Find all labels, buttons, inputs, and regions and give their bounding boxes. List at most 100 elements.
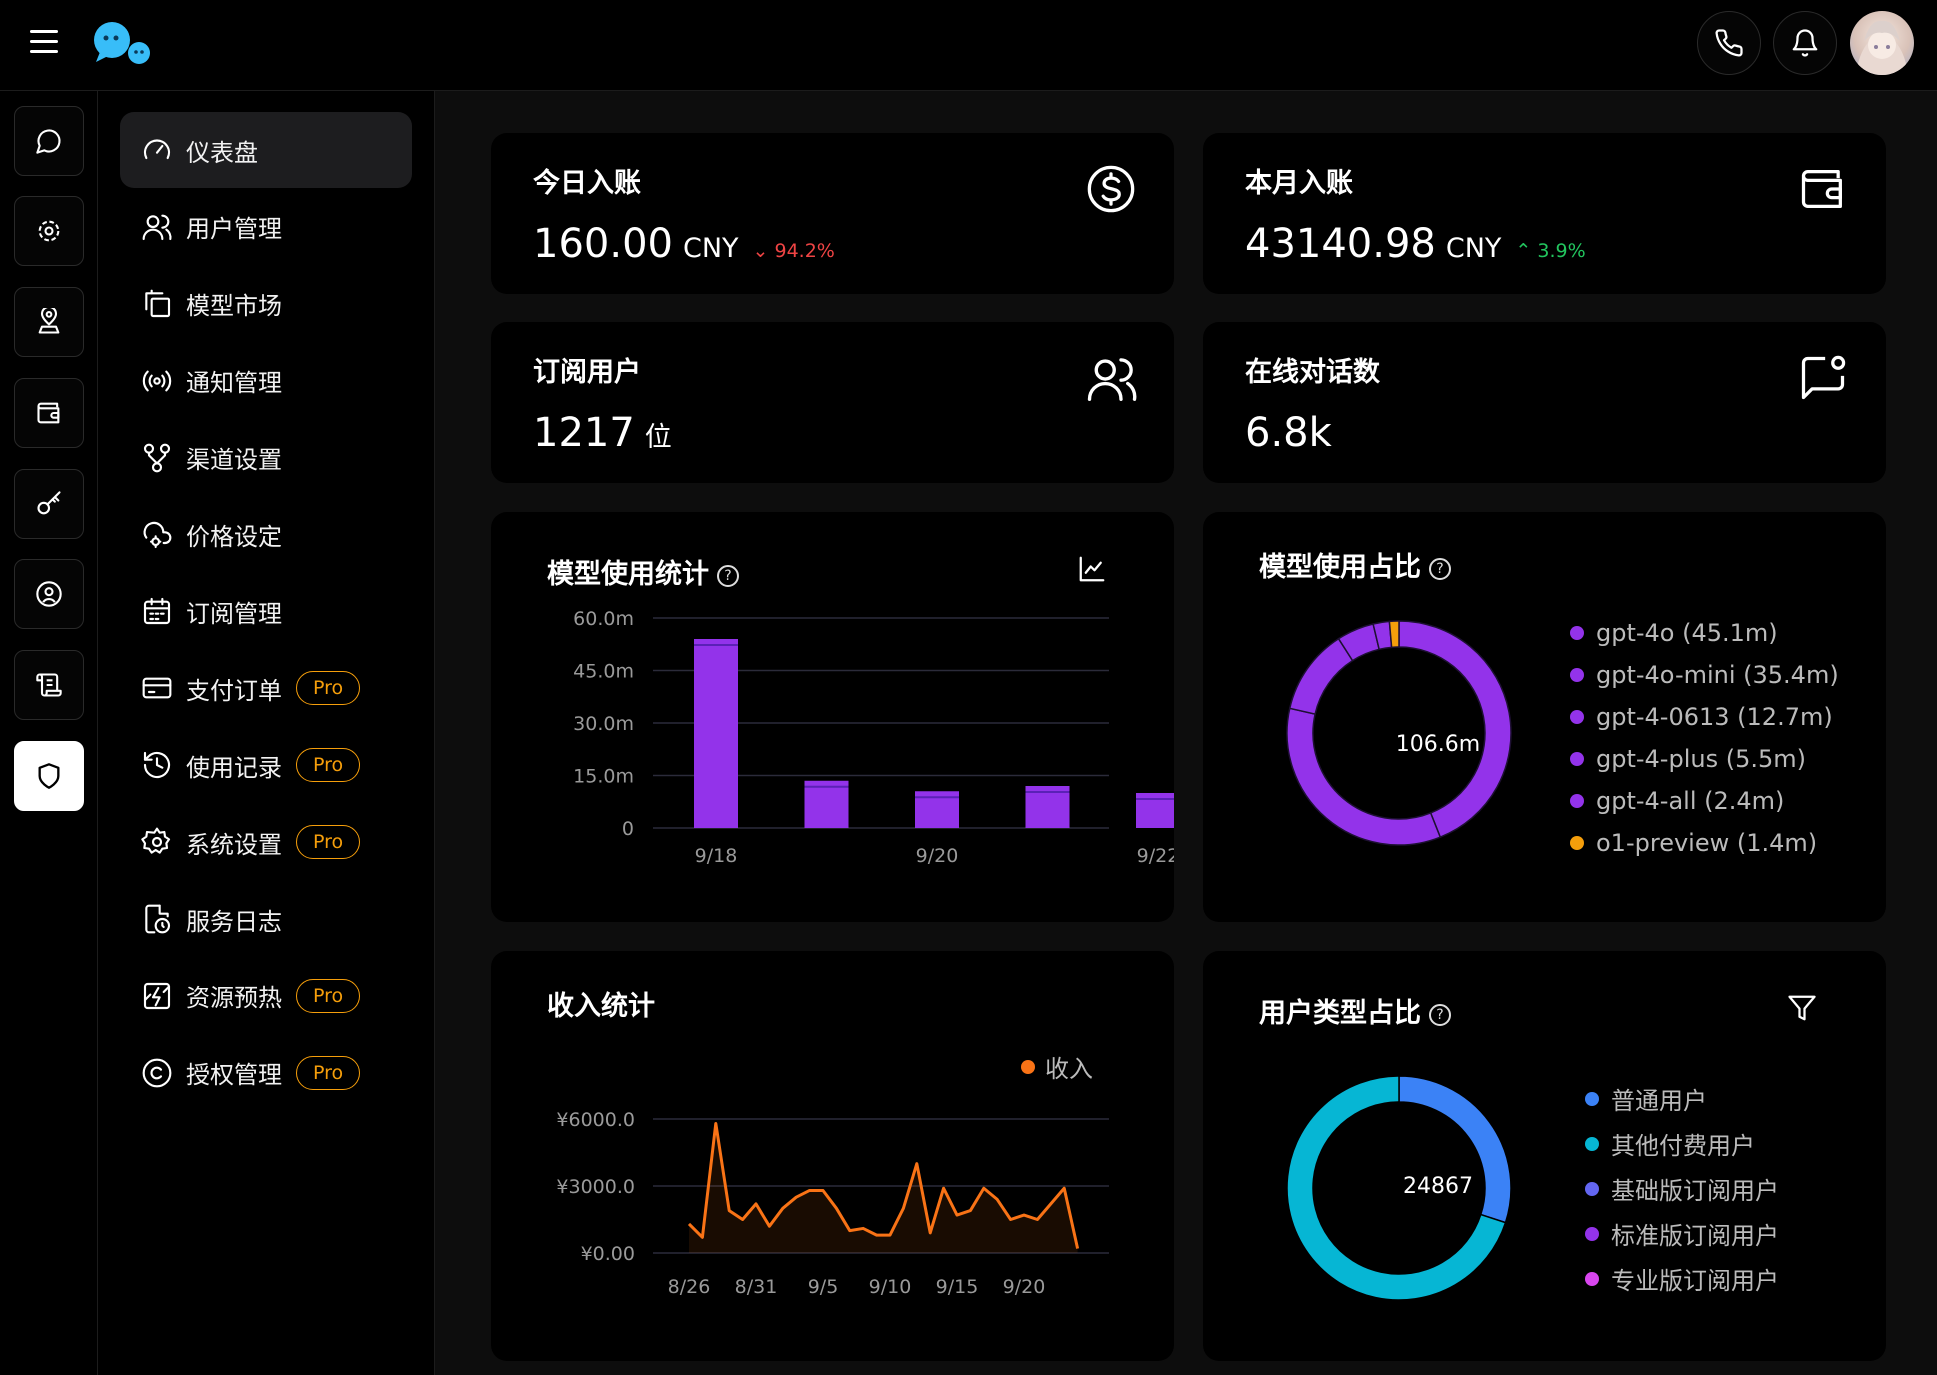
top-bar [0, 0, 1937, 91]
help-icon[interactable]: ? [1429, 1003, 1451, 1026]
menu-item-6[interactable]: 订阅管理 [120, 573, 412, 649]
menu-item-5[interactable]: 价格设定 [120, 497, 412, 573]
copyright-icon [140, 1056, 174, 1090]
help-icon[interactable]: ? [1429, 557, 1451, 580]
chart-title: 模型使用统计? [547, 552, 739, 591]
today-revenue-card: 今日入账 160.00 CNY ⌄ 94.2% [491, 133, 1174, 294]
chart-title: 模型使用占比? [1259, 545, 1451, 584]
help-icon[interactable]: ? [717, 564, 739, 587]
legend-item[interactable]: 专业版订阅用户 [1585, 1256, 1779, 1301]
menu-item-2[interactable]: 模型市场 [120, 266, 412, 342]
scroll-icon[interactable] [14, 650, 84, 720]
legend-label: 基础版订阅用户 [1611, 1177, 1779, 1205]
revenue-legend[interactable]: 收入 [1021, 1049, 1093, 1084]
menu-item-1[interactable]: 用户管理 [120, 189, 412, 265]
menu-item-12[interactable]: 授权管理 Pro [120, 1035, 412, 1111]
y-tick-label: ¥3000.0 [556, 1176, 635, 1198]
donut-slice[interactable] [1388, 620, 1400, 649]
line-area [689, 1123, 1078, 1253]
key-icon[interactable] [14, 469, 84, 539]
legend-item[interactable]: gpt-4o (45.1m) [1570, 612, 1839, 654]
copy-icon [140, 287, 174, 321]
pro-badge: Pro [296, 748, 361, 783]
delta-value: 3.9% [1537, 240, 1586, 262]
legend-label: gpt-4-all (2.4m) [1596, 787, 1785, 815]
menu-item-label: 系统设置 [186, 830, 282, 859]
menu-item-4[interactable]: 渠道设置 [120, 420, 412, 496]
legend-dot [1570, 710, 1584, 724]
legend-item[interactable]: gpt-4-0613 (12.7m) [1570, 696, 1839, 738]
y-tick-label: 15.0m [573, 766, 634, 788]
donut-slice[interactable] [1288, 637, 1354, 715]
legend-item[interactable]: 其他付费用户 [1585, 1121, 1779, 1166]
legend-label: gpt-4-0613 (12.7m) [1596, 703, 1833, 731]
donut-center-total: 106.6m [1395, 732, 1481, 757]
revenue-line[interactable] [687, 1121, 1080, 1249]
menu-item-3[interactable]: 通知管理 [120, 343, 412, 419]
menu-item-8[interactable]: 使用记录 Pro [120, 727, 412, 803]
shield-icon[interactable] [14, 741, 84, 811]
menu-item-label: 订阅管理 [186, 599, 282, 628]
menu-item-0[interactable]: 仪表盘 [120, 112, 412, 188]
x-tick-label: 9/20 [1003, 1276, 1046, 1298]
x-tick-label: 9/5 [808, 1276, 839, 1298]
x-tick-label: 9/15 [936, 1276, 979, 1298]
subscribers-value: 1217 位 [533, 410, 672, 456]
legend-item[interactable]: 标准版订阅用户 [1585, 1211, 1779, 1256]
menu-item-label: 通知管理 [186, 369, 282, 398]
bar[interactable] [694, 639, 738, 828]
legend-item[interactable]: 基础版订阅用户 [1585, 1166, 1779, 1211]
legend-label: 其他付费用户 [1611, 1132, 1755, 1160]
model-share-card: 模型使用占比? 106.6m gpt-4o (45.1m) gpt-4o-mini… [1203, 512, 1886, 922]
filter-icon[interactable] [1787, 993, 1817, 1027]
legend-label: gpt-4o-mini (35.4m) [1596, 661, 1839, 689]
side-menu: 仪表盘 用户管理 模型市场 通知管理 渠道设置 价格设定 订阅管理 支付订单 Pro 使用记录 Pr… [98, 91, 435, 1375]
card-title: 订阅用户 [533, 357, 641, 388]
legend-item[interactable]: gpt-4o-mini (35.4m) [1570, 654, 1839, 696]
dollar-circle-icon [1085, 163, 1137, 219]
legend-dot [1021, 1059, 1035, 1074]
user-circle-icon[interactable] [14, 559, 84, 629]
phone-icon[interactable] [1697, 11, 1761, 75]
legend-item[interactable]: o1-preview (1.4m) [1570, 822, 1839, 864]
broadcast-icon [140, 364, 174, 398]
settings-hub-icon[interactable] [14, 196, 84, 266]
x-tick-label: 9/10 [869, 1276, 912, 1298]
legend-label: 普通用户 [1611, 1087, 1707, 1115]
chart-title: 用户类型占比? [1259, 991, 1451, 1030]
donut-slice[interactable] [1286, 707, 1442, 846]
menu-item-10[interactable]: 服务日志 [120, 881, 412, 957]
menu-item-7[interactable]: 支付订单 Pro [120, 650, 412, 726]
menu-item-9[interactable]: 系统设置 Pro [120, 804, 412, 880]
legend-item[interactable]: gpt-4-all (2.4m) [1570, 780, 1839, 822]
map-pin-user-icon[interactable] [14, 287, 84, 357]
menu-item-label: 仪表盘 [186, 138, 258, 167]
legend-label: gpt-4-plus (5.5m) [1596, 745, 1806, 773]
user-types-legend: 普通用户其他付费用户 基础版订阅用户 标准版订阅用户专业版订阅用户 [1585, 1076, 1779, 1301]
user-types-donut [1286, 1075, 1512, 1301]
hamburger-icon[interactable] [30, 30, 60, 56]
donut-slice[interactable] [1398, 620, 1512, 839]
bar[interactable] [804, 780, 849, 828]
legend-dot [1585, 1271, 1599, 1286]
y-tick-label: ¥0.00 [581, 1243, 635, 1265]
line-chart-icon[interactable] [1077, 554, 1107, 588]
legend-item[interactable]: gpt-4-plus (5.5m) [1570, 738, 1839, 780]
legend-dot [1585, 1136, 1599, 1151]
avatar[interactable] [1850, 11, 1914, 75]
legend-item[interactable]: 普通用户 [1585, 1076, 1779, 1121]
value-unit: 位 [644, 422, 672, 453]
menu-item-label: 支付订单 [186, 676, 282, 705]
card-title: 在线对话数 [1245, 357, 1380, 388]
wallet-icon[interactable] [14, 378, 84, 448]
bell-icon[interactable] [1773, 11, 1837, 75]
wallet-icon [1797, 163, 1849, 219]
chat-icon[interactable] [14, 106, 84, 176]
gear-icon [140, 825, 174, 859]
legend-label: 标准版订阅用户 [1611, 1222, 1779, 1250]
donut-slice[interactable] [1286, 1075, 1507, 1301]
menu-item-label: 服务日志 [186, 907, 282, 936]
donut-slice[interactable] [1398, 1075, 1512, 1224]
menu-item-11[interactable]: 资源预热 Pro [120, 958, 412, 1034]
